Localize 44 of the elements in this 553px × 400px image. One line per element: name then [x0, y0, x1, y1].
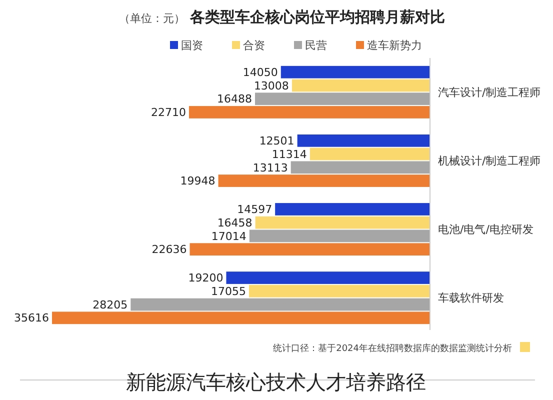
data-label: 14597 — [237, 203, 272, 216]
bar — [292, 79, 430, 92]
data-label: 13113 — [252, 161, 288, 174]
bar — [52, 312, 430, 324]
bar — [275, 203, 430, 216]
bar — [218, 174, 430, 187]
bar — [188, 106, 430, 118]
legend-label: 造车新势力 — [367, 39, 422, 52]
bar — [310, 148, 430, 160]
data-label: 19948 — [180, 174, 216, 188]
y-tick-label: 电池/电气/电控研发 — [438, 223, 534, 236]
legend-label: 合资 — [243, 39, 265, 52]
bar — [190, 243, 430, 256]
data-label: 17014 — [211, 230, 246, 243]
bar — [297, 134, 430, 147]
y-tick-label: 机械设计/制造工程师 — [438, 154, 541, 168]
y-tick-label: 车载软件研发 — [438, 292, 504, 305]
text: 新能源汽车核心技术人才培养路径 — [126, 370, 426, 394]
bar — [255, 216, 430, 229]
data-label: 19200 — [188, 272, 224, 285]
data-label: 13008 — [254, 79, 289, 92]
data-label: 22710 — [150, 106, 186, 120]
bar — [226, 272, 430, 284]
legend-label: 国资 — [181, 39, 203, 52]
bar — [249, 230, 430, 242]
bar — [130, 298, 430, 311]
data-label: 22636 — [152, 243, 187, 256]
data-label: 17055 — [210, 285, 246, 298]
bar — [248, 284, 430, 298]
legend-label: 民营 — [305, 39, 327, 52]
chart-title: 各类型车企核心岗位平均招聘月薪对比 — [189, 8, 445, 26]
data-label: 28205 — [92, 298, 128, 312]
bar — [290, 161, 430, 174]
data-label: 35616 — [14, 312, 49, 325]
data-label: 16488 — [217, 92, 252, 106]
bar — [280, 66, 430, 78]
chart-subtitle: （单位：元） — [119, 12, 185, 25]
bar — [255, 92, 430, 106]
data-label: 11314 — [272, 148, 307, 161]
data-label: 16458 — [217, 216, 252, 230]
data-label: 12501 — [259, 134, 294, 148]
data-label: 14050 — [242, 66, 278, 79]
text: 统计口径：基于2024年在线招聘数据库的数据监测统计分析 — [273, 343, 512, 354]
y-tick-label: 汽车设计/制造工程师 — [438, 86, 541, 100]
